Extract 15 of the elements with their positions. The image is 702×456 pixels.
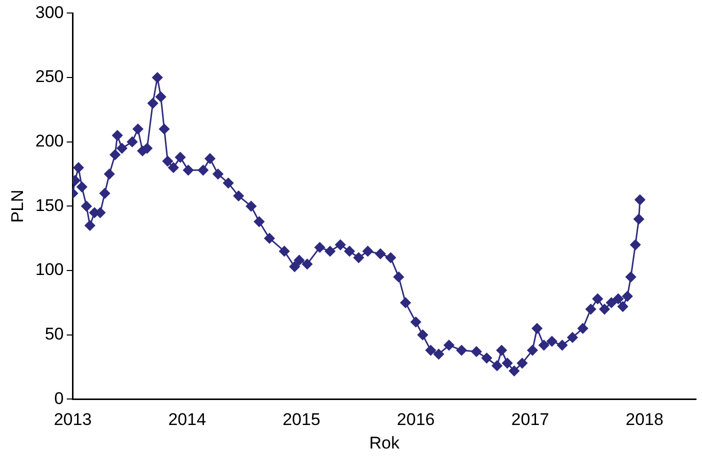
x-tick-label: 2016 xyxy=(396,410,435,430)
x-tick-label: 2013 xyxy=(54,410,92,430)
y-tick-label: 300 xyxy=(35,2,64,22)
x-tick-label: 2017 xyxy=(511,410,550,430)
y-tick-label: 0 xyxy=(54,388,64,408)
y-tick-label: 100 xyxy=(35,260,64,280)
x-tick-label: 2015 xyxy=(282,410,320,430)
x-tick-label: 2018 xyxy=(626,410,664,430)
y-tick-label: 250 xyxy=(35,67,64,86)
y-tick-label: 150 xyxy=(35,196,64,215)
x-tick-label: 2014 xyxy=(168,410,206,430)
y-tick-label: 200 xyxy=(35,132,64,151)
y-axis-title: PLN xyxy=(8,190,27,223)
x-axis-title: Rok xyxy=(369,433,400,452)
y-tick-label: 50 xyxy=(44,324,64,344)
